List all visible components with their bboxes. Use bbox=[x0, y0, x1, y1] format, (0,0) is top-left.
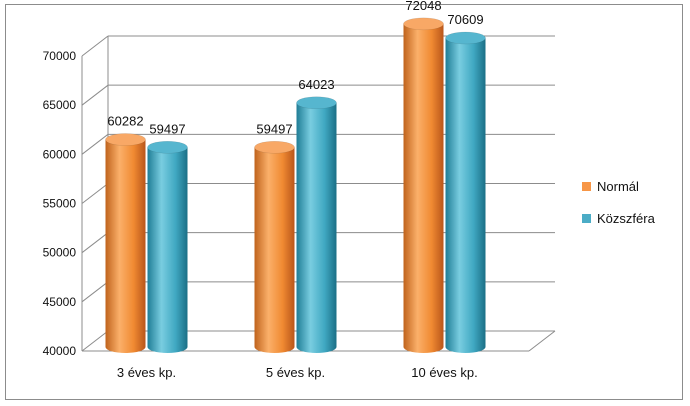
x-tick-label: 10 éves kp. bbox=[411, 365, 478, 380]
legend-label-normal: Normál bbox=[597, 178, 639, 194]
bar-body bbox=[296, 102, 337, 347]
bar-base bbox=[254, 341, 295, 353]
bar-body bbox=[147, 147, 188, 347]
data-label: 64023 bbox=[298, 77, 334, 92]
bar-base bbox=[147, 341, 188, 353]
y-tick-label: 70000 bbox=[43, 49, 77, 63]
bar-1-0 bbox=[254, 141, 295, 353]
bar-2-1 bbox=[445, 31, 486, 353]
legend-item-normal: Normál bbox=[582, 176, 655, 196]
bar-base bbox=[296, 341, 337, 353]
gridline-depth bbox=[81, 281, 109, 303]
y-tick-label: 55000 bbox=[43, 197, 77, 211]
bar-base bbox=[403, 341, 444, 353]
legend-item-kozszfera: Közszféra bbox=[582, 208, 655, 228]
data-label: 59497 bbox=[149, 121, 185, 136]
bar-base bbox=[445, 341, 486, 353]
bar-0-0 bbox=[105, 133, 146, 353]
bar-cap bbox=[403, 17, 444, 31]
y-tick-label: 50000 bbox=[43, 246, 77, 260]
labels: 40000 45000 50000 55000 60000 65000 70000 60282… bbox=[43, 0, 484, 380]
bar-cap bbox=[445, 31, 486, 45]
y-tick-label: 40000 bbox=[43, 344, 77, 358]
gridline-depth bbox=[81, 330, 109, 352]
bar-cap bbox=[254, 141, 295, 154]
data-label: 72048 bbox=[405, 0, 441, 13]
data-label: 70609 bbox=[447, 12, 483, 27]
gridline-depth bbox=[81, 35, 109, 57]
data-label: 60282 bbox=[107, 114, 143, 129]
y-tick-label: 65000 bbox=[43, 98, 77, 112]
gridline-depth bbox=[81, 183, 109, 204]
data-label: 59497 bbox=[256, 121, 292, 136]
bar-body bbox=[105, 139, 146, 347]
x-tick-label: 5 éves kp. bbox=[266, 365, 325, 380]
bar-cap bbox=[296, 96, 337, 110]
floor-right-edge bbox=[528, 330, 556, 352]
bar-body bbox=[445, 38, 486, 347]
bars bbox=[105, 17, 486, 353]
bar-1-1 bbox=[296, 96, 337, 353]
y-tick-label: 60000 bbox=[43, 147, 77, 161]
bar-cap bbox=[105, 133, 146, 146]
legend-swatch-kozszfera bbox=[582, 213, 591, 223]
legend-swatch-normal bbox=[582, 181, 591, 191]
bar-cap bbox=[147, 141, 188, 154]
bar-2-0 bbox=[403, 17, 444, 353]
legend: Normál Közszféra bbox=[582, 176, 655, 240]
legend-label-kozszfera: Közszféra bbox=[597, 210, 655, 226]
bar-body bbox=[254, 147, 295, 347]
y-tick-label: 45000 bbox=[43, 295, 77, 309]
bar-base bbox=[105, 341, 146, 353]
gridline-depth bbox=[81, 133, 109, 155]
bar-body bbox=[403, 23, 444, 348]
gridline-depth bbox=[81, 232, 109, 254]
x-tick-label: 3 éves kp. bbox=[117, 365, 176, 380]
bar-0-1 bbox=[147, 141, 188, 353]
gridline-depth bbox=[81, 84, 109, 106]
